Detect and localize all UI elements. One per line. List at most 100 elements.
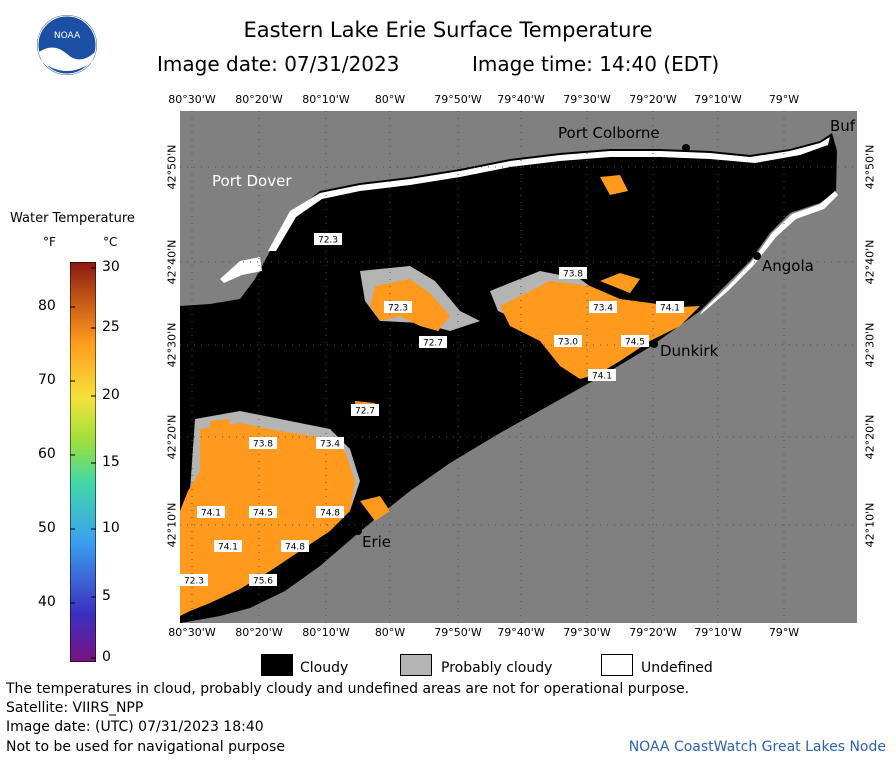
temperature-value: 74.1 <box>218 543 238 553</box>
image-time: Image time: 14:40 (EDT) <box>472 52 720 76</box>
graticule <box>180 111 857 623</box>
footer-satellite: Satellite: VIIRS_NPP <box>6 700 144 716</box>
city-dunkirk: Dunkirk <box>660 342 719 360</box>
left-lat-label: 42°20'N <box>165 414 179 460</box>
temperature-label: 72.3 <box>180 574 208 587</box>
left-lat-label: 42°30'N <box>165 322 179 368</box>
lake-erie-map: Port Colborne Port Dover Buf Angola Dunk… <box>180 111 857 623</box>
temperature-value: 72.3 <box>388 304 408 314</box>
temperature-label: 72.7 <box>419 336 447 349</box>
legend-unit-f: °F <box>43 235 56 249</box>
top-lon-label: 79°20'W <box>629 93 677 106</box>
temperature-label: 73.8 <box>559 267 587 280</box>
right-lat-label: 42°30'N <box>863 322 877 368</box>
footer-utc-date: Image date: (UTC) 07/31/2023 18:40 <box>6 719 264 735</box>
temperature-label: 73.8 <box>249 437 277 450</box>
right-lat-label: 42°20'N <box>863 414 877 460</box>
top-lon-label: 80°20'W <box>235 93 283 106</box>
temperature-value: 74.8 <box>285 543 305 553</box>
left-lat-label: 42°50'N <box>165 144 179 190</box>
noaa-logo-text: NOAA <box>54 31 81 41</box>
temperature-value: 72.7 <box>423 339 443 349</box>
temperature-label: 73.0 <box>554 335 582 348</box>
bottom-lon-label: 79°20'W <box>629 626 677 639</box>
top-lon-label: 79°30'W <box>563 93 611 106</box>
celsius-tick-label: 0 <box>102 649 111 665</box>
color-scale-bar <box>70 262 96 662</box>
top-lon-label: 80°10'W <box>302 93 350 106</box>
fahrenheit-tick-label: 60 <box>38 446 56 462</box>
temperature-value: 74.5 <box>625 338 645 348</box>
bottom-lon-label: 79°10'W <box>694 626 742 639</box>
key-undefined-label: Undefined <box>641 660 713 676</box>
temperature-label: 72.3 <box>384 301 412 314</box>
temperature-value: 73.8 <box>253 440 273 450</box>
bottom-lon-label: 79°50'W <box>434 626 482 639</box>
temperature-value: 74.1 <box>660 304 680 314</box>
temperature-value: 73.4 <box>320 440 340 450</box>
temperature-label: 74.5 <box>621 335 649 348</box>
top-lon-label: 79°50'W <box>434 93 482 106</box>
temperature-label: 73.4 <box>589 301 617 314</box>
undefined-fringe-north <box>268 137 830 251</box>
celsius-tick-label: 25 <box>102 319 120 335</box>
celsius-tick-label: 15 <box>102 454 120 470</box>
legend-unit-c: °C <box>103 235 118 249</box>
legend-title: Water Temperature <box>10 211 135 226</box>
temperature-value: 72.3 <box>318 236 338 246</box>
right-lat-label: 42°10'N <box>863 502 877 548</box>
top-lon-label: 80°30'W <box>168 93 216 106</box>
bottom-lon-label: 79°40'W <box>497 626 545 639</box>
celsius-tick-label: 20 <box>102 387 120 403</box>
temperature-label: 72.3 <box>314 233 342 246</box>
bottom-lon-label: 80°30'W <box>168 626 216 639</box>
temperature-label: 74.1 <box>197 506 225 519</box>
image-date: Image date: 07/31/2023 <box>157 52 400 76</box>
fahrenheit-tick-label: 70 <box>38 372 56 388</box>
temperature-label: 74.8 <box>316 506 344 519</box>
top-lon-label: 80°W <box>374 93 406 106</box>
temperature-value: 74.8 <box>320 509 340 519</box>
temperature-value: 74.1 <box>592 372 612 382</box>
temperature-value: 74.1 <box>201 509 221 519</box>
bottom-lon-label: 79°30'W <box>563 626 611 639</box>
key-undefined-swatch <box>601 654 633 676</box>
celsius-tick-label: 30 <box>102 259 120 275</box>
temperature-label: 74.1 <box>214 540 242 553</box>
temperature-value: 73.4 <box>593 304 613 314</box>
city-port-dover: Port Dover <box>212 172 292 190</box>
city-port-colborne: Port Colborne <box>558 124 660 142</box>
temperature-labels: 72.3 73.8 72.3 72.7 73.4 74.1 73.0 74.5 74.1 72.7… <box>180 233 684 587</box>
water-temperature-areas <box>180 175 700 616</box>
bottom-lon-label: 79°W <box>768 626 800 639</box>
temperature-value: 75.6 <box>253 577 273 587</box>
celsius-tick-label: 10 <box>102 520 120 536</box>
celsius-tick-label: 5 <box>102 588 111 604</box>
footer-nav-warning: Not to be used for navigational purpose <box>6 739 285 755</box>
fahrenheit-tick-label: 40 <box>38 594 56 610</box>
key-cloudy-label: Cloudy <box>300 660 349 676</box>
footer-note: The temperatures in cloud, probably clou… <box>6 681 690 697</box>
undefined-fringe-west <box>220 257 262 283</box>
key-probably-cloudy-swatch <box>400 654 432 676</box>
top-lon-label: 79°10'W <box>694 93 742 106</box>
temperature-label: 74.1 <box>656 301 684 314</box>
city-angola: Angola <box>762 257 814 275</box>
city-erie: Erie <box>362 533 391 551</box>
city-buffalo: Buf <box>830 117 856 135</box>
temperature-value: 73.8 <box>563 270 583 280</box>
temperature-label: 72.7 <box>351 404 379 417</box>
left-lat-label: 42°10'N <box>165 502 179 548</box>
top-lon-label: 79°W <box>768 93 800 106</box>
temperature-label: 75.6 <box>249 574 277 587</box>
city-markers <box>354 144 761 535</box>
noaa-logo: NOAA <box>37 15 97 75</box>
bottom-lon-label: 80°20'W <box>235 626 283 639</box>
right-lat-label: 42°40'N <box>863 239 877 285</box>
right-lat-label: 42°50'N <box>863 144 877 190</box>
temperature-label: 74.5 <box>249 506 277 519</box>
temperature-label: 74.8 <box>281 540 309 553</box>
footer-credit: NOAA CoastWatch Great Lakes Node <box>628 739 886 755</box>
fahrenheit-tick-label: 80 <box>38 298 56 314</box>
temperature-label: 74.1 <box>588 369 616 382</box>
